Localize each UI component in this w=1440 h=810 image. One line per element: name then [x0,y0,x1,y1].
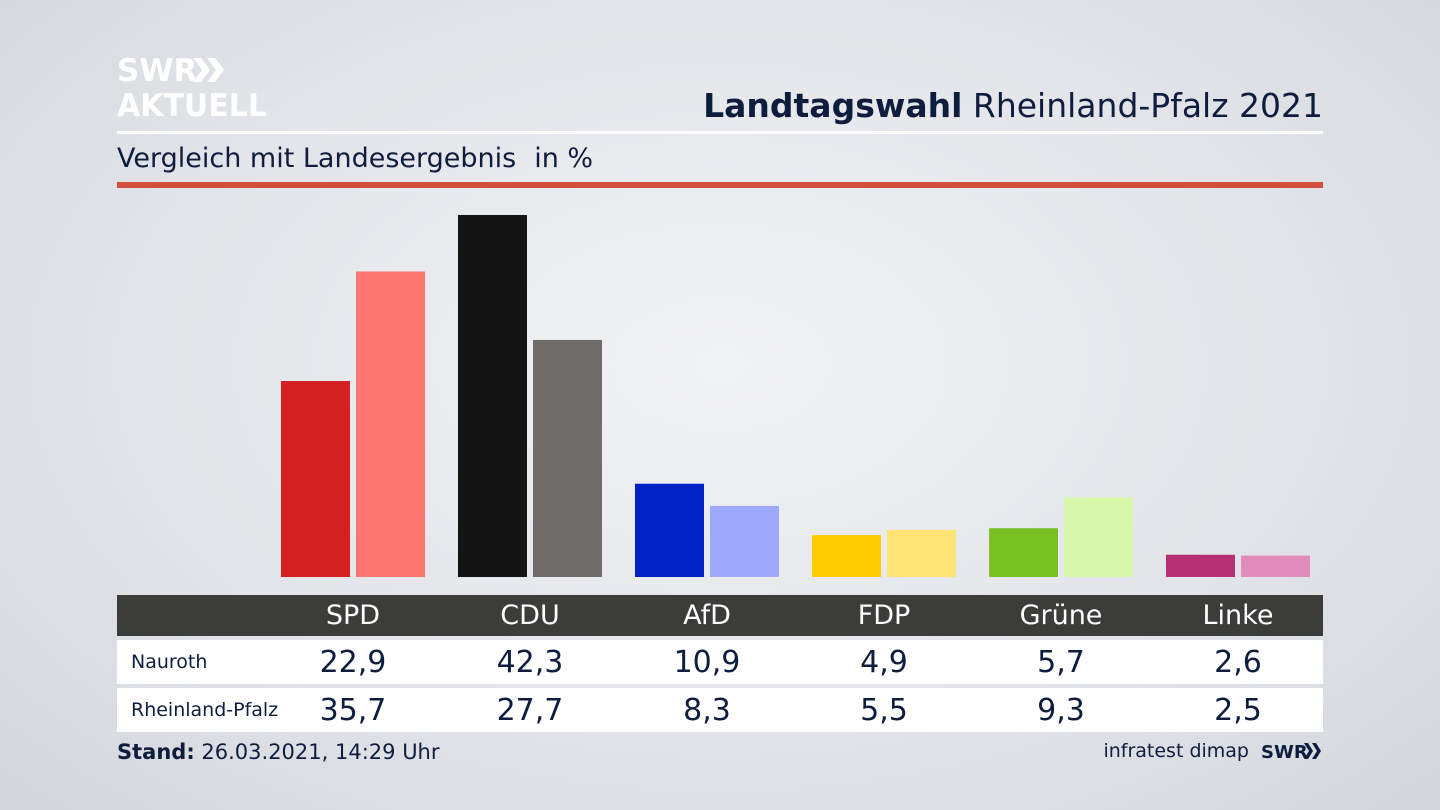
table-header: SPD CDU AfD FDP Grüne Linke [117,595,1323,636]
swr-small-logo: SWR [1261,742,1321,762]
title-bold: Landtagswahl [703,86,963,125]
value-afd-rheinland-pfalz: 8,3 [683,693,731,728]
stand-label: Stand: [117,740,195,764]
bar-afd-nauroth [635,483,704,577]
value-afd-nauroth: 10,9 [673,645,741,680]
bar-spd-nauroth [281,381,350,577]
subtitle-text: Vergleich mit Landesergebnis [117,143,517,174]
value-fdp-nauroth: 4,9 [860,645,908,680]
page-title: Landtagswahl Rheinland-Pfalz 2021 [703,86,1323,125]
column-header-grüne: Grüne [1019,600,1103,631]
table-row-rheinland-pfalz: Rheinland-Pfalz 35,7 27,7 8,3 5,5 9,3 2,5 [117,688,1323,732]
column-header-cdu: CDU [500,600,560,631]
swr-aktuell-logo: SWR AKTUELL [117,52,277,124]
value-grüne-rheinland-pfalz: 9,3 [1037,693,1085,728]
title-divider [117,131,1323,134]
stand-value: 26.03.2021, 14:29 Uhr [201,740,440,764]
bar-cdu-nauroth [458,215,527,577]
small-logo-text: SWR [1261,742,1308,762]
bar-linke-rheinland-pfalz [1241,555,1310,577]
value-linke-nauroth: 2,6 [1214,645,1262,680]
bar-fdp-rheinland-pfalz [887,529,956,577]
row-label-nauroth: Nauroth [131,651,208,673]
source-credit: infratest dimap SWR [1103,740,1323,762]
small-chevrons-icon [1304,743,1321,759]
column-header-linke: Linke [1202,600,1274,631]
bar-grüne-nauroth [989,528,1058,577]
bar-grüne-rheinland-pfalz [1064,497,1133,577]
timestamp: Stand: 26.03.2021, 14:29 Uhr [117,740,440,764]
bar-afd-rheinland-pfalz [710,505,779,577]
value-spd-rheinland-pfalz: 35,7 [319,693,387,728]
subtitle: Vergleich mit Landesergebnis in % [117,143,593,174]
column-header-afd: AfD [683,600,731,631]
value-spd-nauroth: 22,9 [319,645,387,680]
value-fdp-rheinland-pfalz: 5,5 [860,693,908,728]
bar-spd-rheinland-pfalz [356,271,425,577]
column-header-fdp: FDP [857,600,911,631]
chevrons-icon [193,58,224,82]
value-cdu-nauroth: 42,3 [496,645,564,680]
row-label-rheinland-pfalz: Rheinland-Pfalz [131,699,279,721]
unit-label: in % [534,143,594,174]
table-row-nauroth: Nauroth 22,9 42,3 10,9 4,9 5,7 2,6 [117,640,1323,684]
accent-divider [117,182,1323,188]
value-linke-rheinland-pfalz: 2,5 [1214,693,1262,728]
title-rest: Rheinland-Pfalz 2021 [972,86,1323,125]
source-text: infratest dimap [1103,740,1249,762]
bar-fdp-nauroth [812,535,881,577]
column-header-spd: SPD [325,600,381,631]
value-cdu-rheinland-pfalz: 27,7 [496,693,564,728]
value-grüne-nauroth: 5,7 [1037,645,1085,680]
results-table: SPD CDU AfD FDP Grüne Linke Nauroth 22,9 42,3 1… [117,595,1323,732]
logo-line2: AKTUELL [117,88,267,122]
logo-line1: SWR [117,53,198,89]
bar-linke-nauroth [1166,554,1235,577]
bar-cdu-rheinland-pfalz [533,339,602,577]
